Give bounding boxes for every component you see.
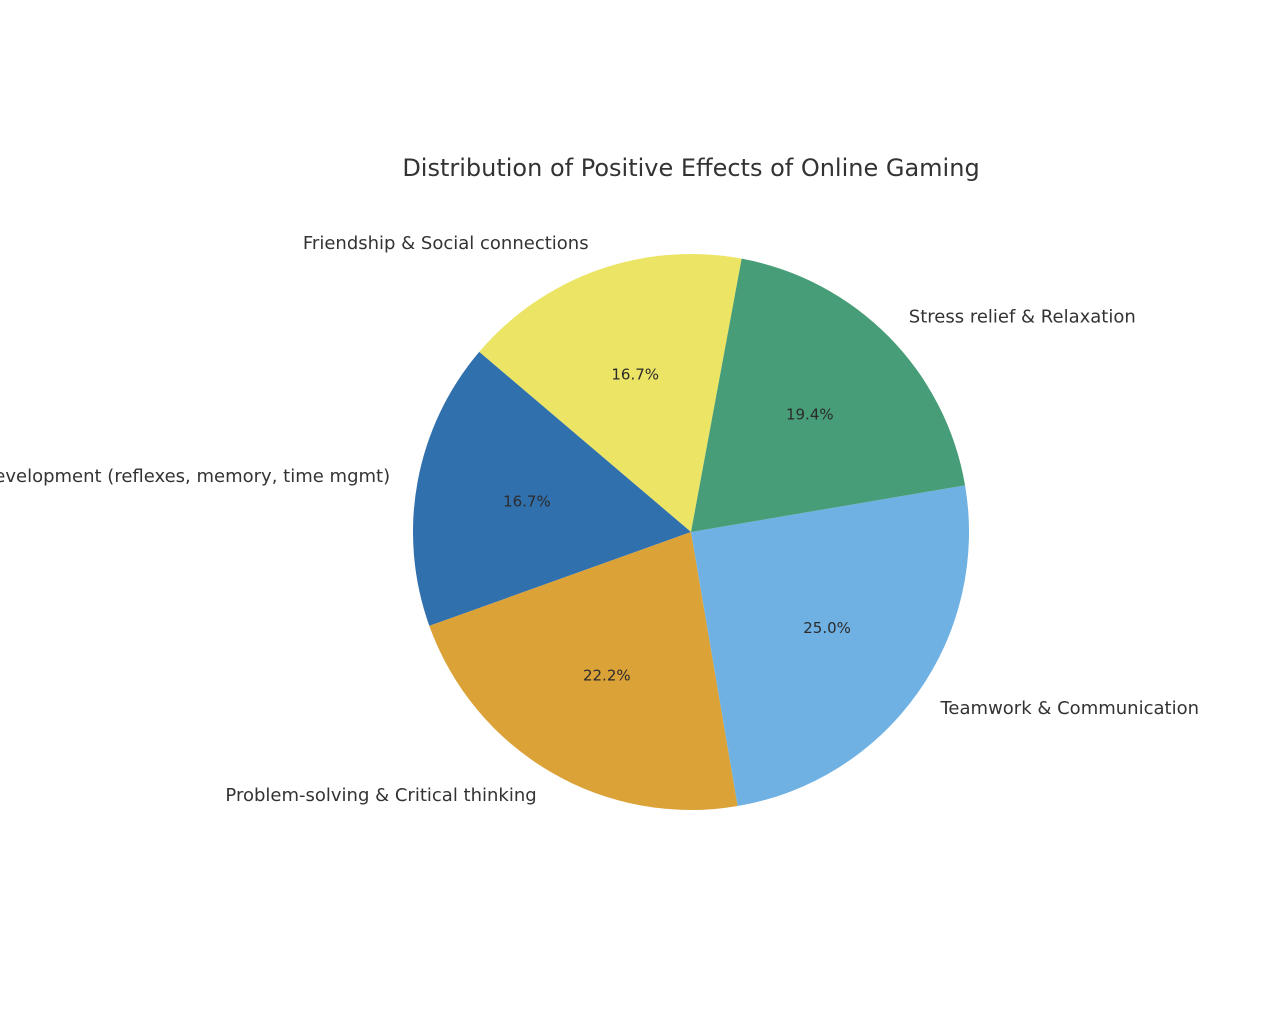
slice-percent-label: 25.0% [803,619,851,637]
chart-title: Distribution of Positive Effects of Onli… [402,154,979,182]
slice-category-label: Skill development (reflexes, memory, tim… [0,466,390,487]
slice-percent-label: 19.4% [786,405,834,423]
slice-category-label: Problem-solving & Critical thinking [225,785,536,806]
slice-percent-label: 22.2% [583,667,631,685]
slice-percent-label: 16.7% [503,493,551,511]
slice-category-label: Friendship & Social connections [303,233,589,254]
pie-slice-0 [479,254,742,532]
pie-slice-2 [429,532,738,811]
pie-slice-3 [691,485,970,807]
slice-category-label: Teamwork & Communication [940,698,1200,719]
pie-slice-1 [413,351,691,626]
pie-slices [413,254,970,811]
slice-category-label: Stress relief & Relaxation [909,306,1136,327]
pie-slice-4 [691,258,966,532]
slice-percent-label: 16.7% [611,365,659,383]
pie-labels: 16.7% Friendship & Social connections 16.7… [0,233,1199,806]
